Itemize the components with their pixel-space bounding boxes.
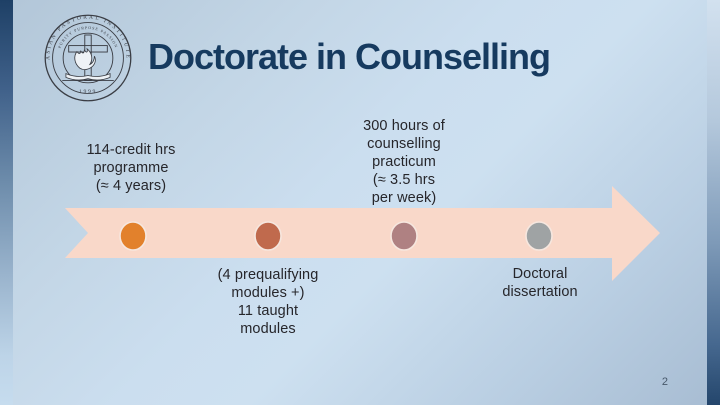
milestone-label-4: Doctoral dissertation xyxy=(502,266,578,300)
dove-icon xyxy=(74,47,96,71)
milestone-label-3: 300 hours of counselling practicum (≈ 3.… xyxy=(363,118,445,206)
page-number: 2 xyxy=(661,376,668,388)
institute-seal-logo: ASIAN PASTORAL INSTITUTE PURITY PURPOSE … xyxy=(44,14,132,102)
seal-outer-ring xyxy=(44,14,132,102)
seal-middle-ring xyxy=(52,22,124,94)
right-edge-gradient-bar xyxy=(707,0,720,405)
slide-title: Doctorate in Counselling xyxy=(148,36,551,77)
milestone-label-2: (4 prequalifying modules +) 11 taught mo… xyxy=(217,267,319,337)
seal-inner-ring xyxy=(62,32,114,84)
milestone-dot-2 xyxy=(254,221,282,251)
milestone-dot-4 xyxy=(525,221,553,251)
open-book-icon xyxy=(65,73,111,81)
milestone-label-1: 114-credit hrs programme (≈ 4 years) xyxy=(86,142,176,194)
timeline-arrow-shape xyxy=(65,186,660,281)
left-edge-gradient-bar xyxy=(0,0,13,405)
seal-year: 1999 xyxy=(79,89,97,95)
milestone-dot-3 xyxy=(390,221,418,251)
milestone-dot-1 xyxy=(119,221,147,251)
timeline-arrow xyxy=(65,186,660,281)
